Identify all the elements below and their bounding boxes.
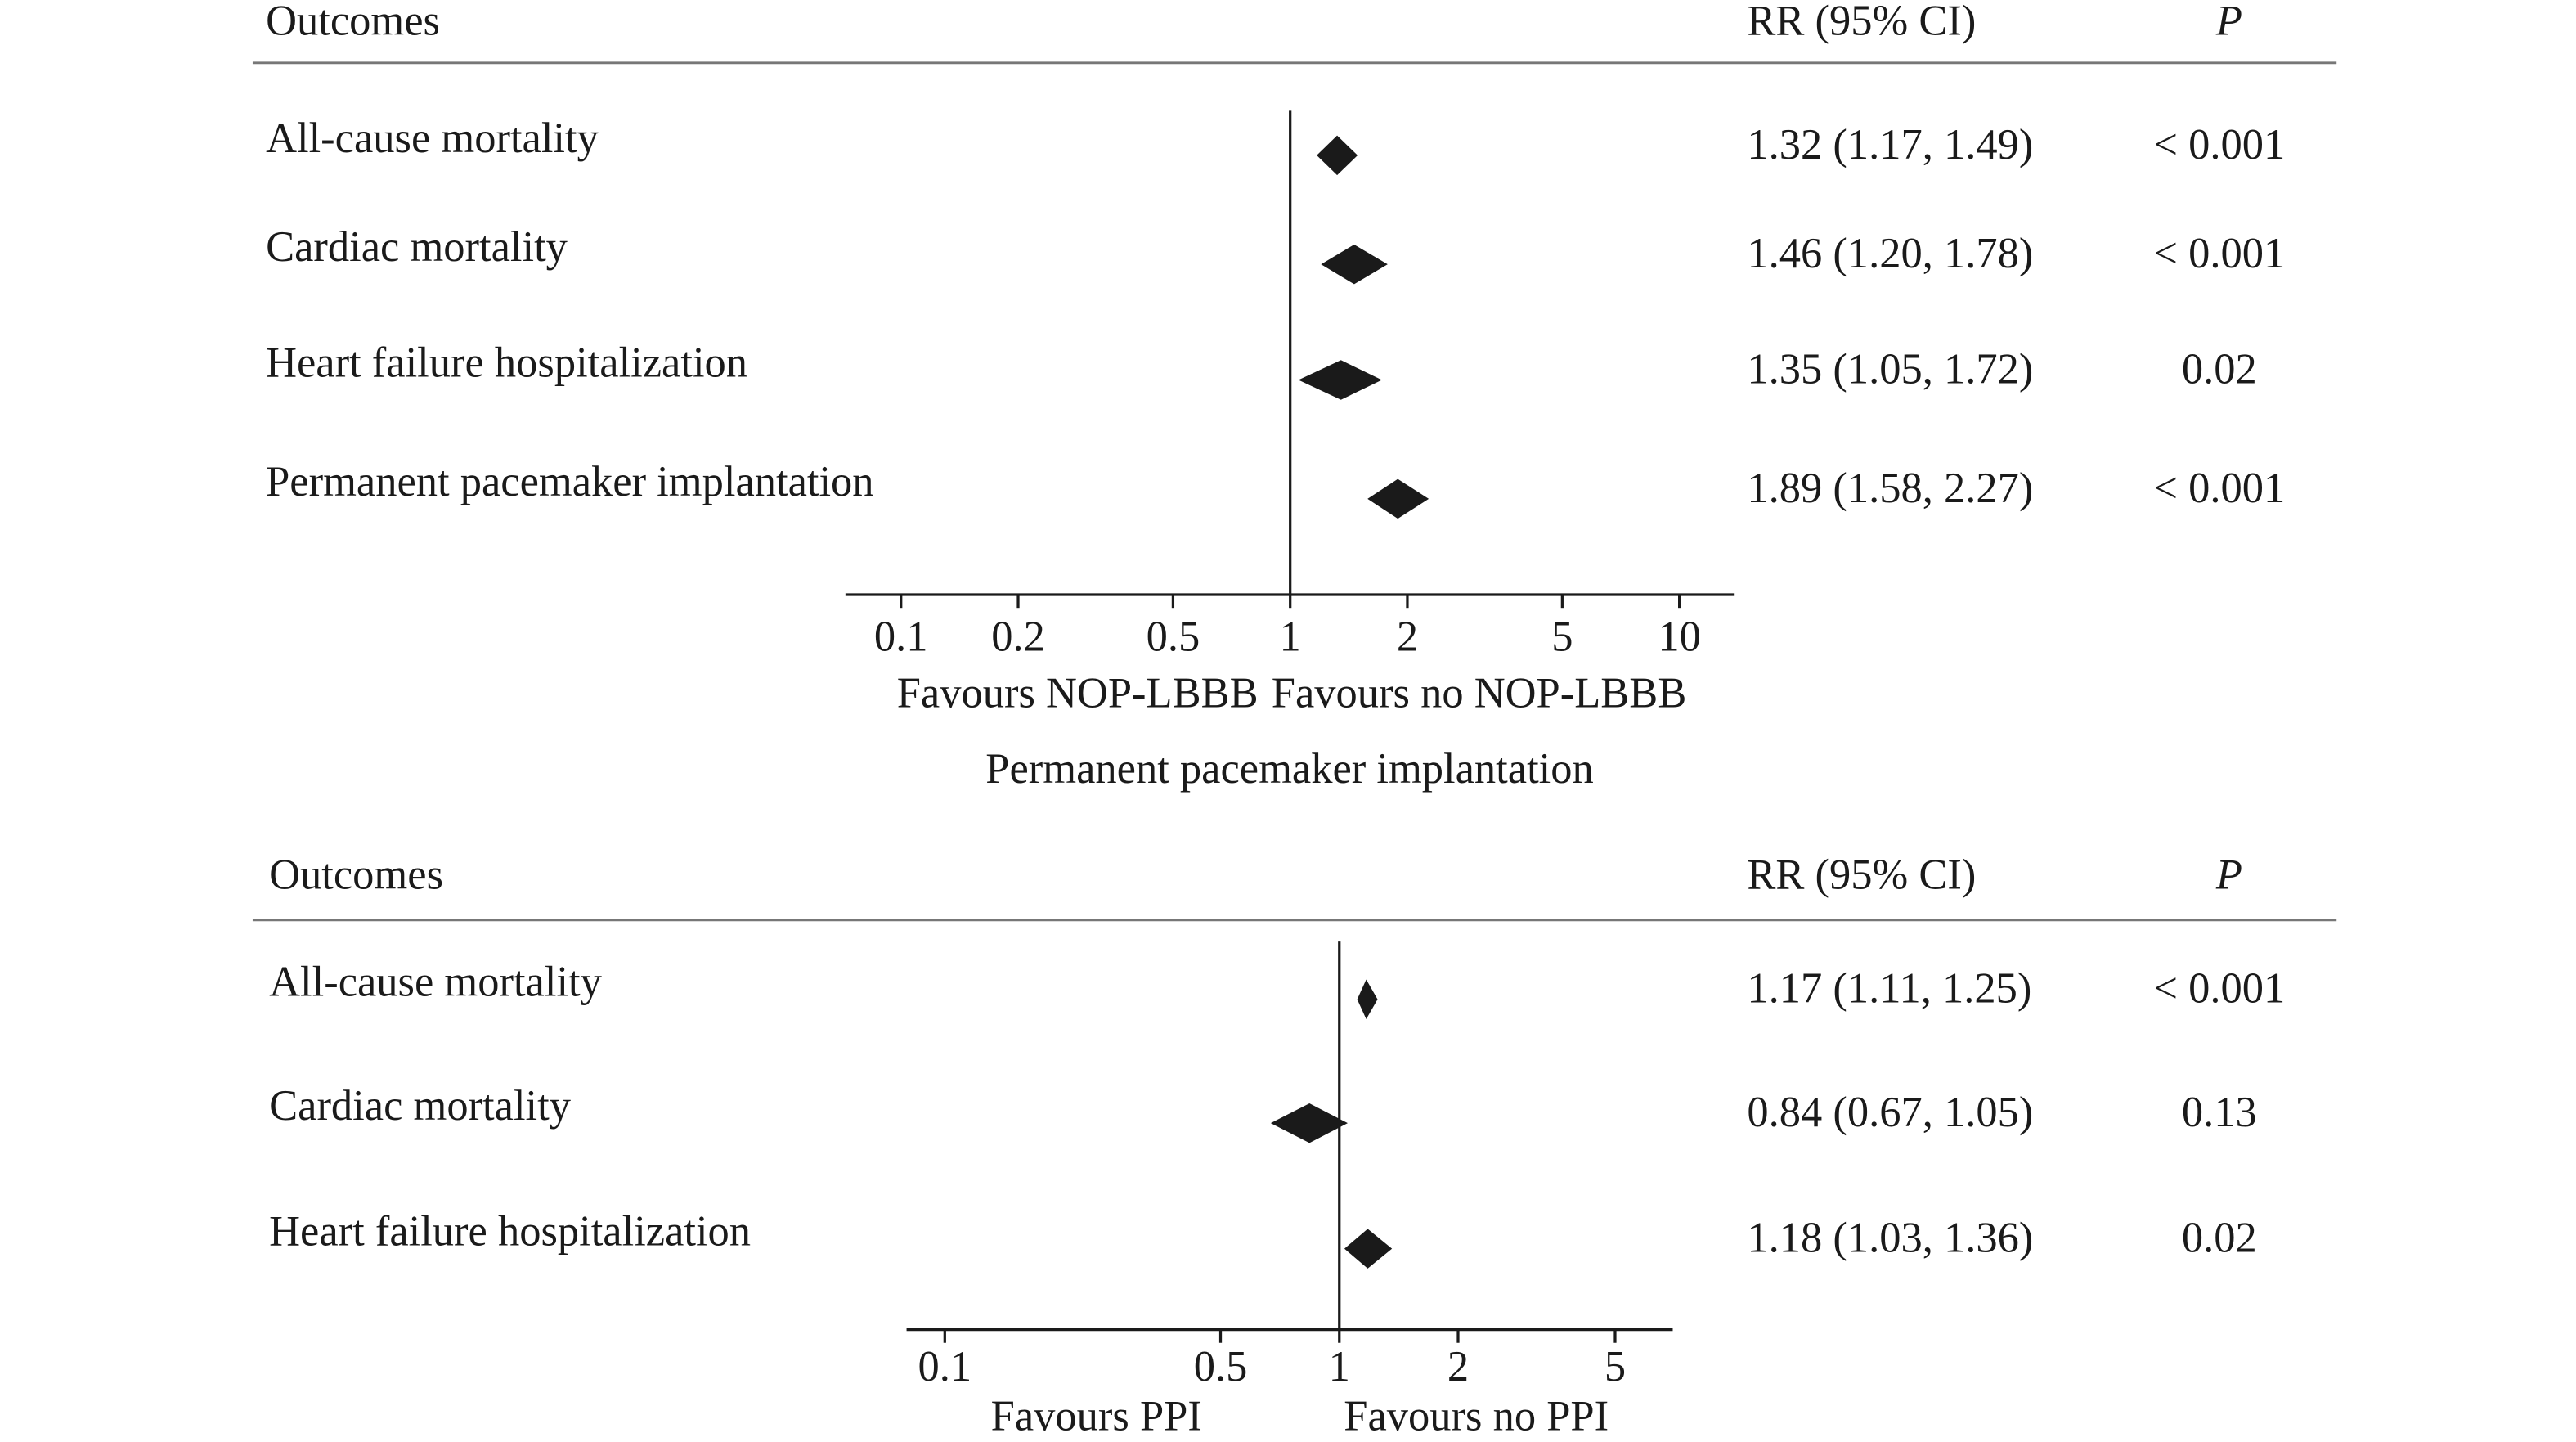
x-tick-label: 0.2	[991, 613, 1045, 661]
estimate-diamond	[1367, 478, 1429, 519]
p-value: < 0.001	[2153, 230, 2285, 277]
rr-ci-label: 0.84 (0.67, 1.05)	[1747, 1089, 2033, 1136]
column-header: Outcomes	[266, 0, 440, 44]
estimate-diamond	[1317, 135, 1358, 176]
column-header: RR (95% CI)	[1747, 851, 1976, 898]
rr-ci-label: 1.32 (1.17, 1.49)	[1747, 121, 2033, 168]
estimate-diamond	[1357, 979, 1378, 1019]
p-value: < 0.001	[2153, 465, 2285, 512]
estimate-diamond	[1270, 1103, 1348, 1143]
rr-ci-label: 1.17 (1.11, 1.25)	[1747, 965, 2031, 1013]
x-tick-label: 5	[1551, 613, 1573, 661]
panel-title: Permanent pacemaker implantation	[985, 745, 1593, 793]
column-header: Outcomes	[269, 851, 443, 898]
p-value: 0.02	[2182, 345, 2257, 393]
x-axis-label: Favours no PPI	[1344, 1393, 1609, 1440]
outcome-label: Heart failure hospitalization	[269, 1208, 751, 1256]
x-axis-label: Favours NOP-LBBB	[897, 669, 1259, 717]
estimate-diamond	[1298, 360, 1382, 400]
x-tick-label: 0.1	[874, 613, 928, 661]
outcome-label: Permanent pacemaker implantation	[266, 458, 873, 505]
x-tick-label: 10	[1658, 613, 1701, 661]
rr-ci-label: 1.18 (1.03, 1.36)	[1747, 1215, 2033, 1262]
p-value: 0.02	[2182, 1215, 2257, 1262]
x-tick-label: 1	[1280, 613, 1301, 661]
estimate-diamond	[1321, 244, 1388, 285]
column-header: RR (95% CI)	[1747, 0, 1976, 44]
p-value: < 0.001	[2153, 121, 2285, 168]
x-tick-label: 0.5	[1147, 613, 1200, 661]
x-tick-label: 1	[1329, 1343, 1350, 1390]
x-axis-label: Favours no NOP-LBBB	[1272, 669, 1687, 717]
p-value: < 0.001	[2153, 965, 2285, 1013]
estimate-diamond	[1344, 1229, 1393, 1269]
rr-ci-label: 1.35 (1.05, 1.72)	[1747, 345, 2033, 393]
x-tick-label: 5	[1604, 1343, 1626, 1390]
x-tick-label: 0.5	[1194, 1343, 1248, 1390]
outcome-label: All-cause mortality	[266, 115, 599, 162]
p-value: 0.13	[2182, 1089, 2257, 1136]
column-header: P	[2215, 0, 2242, 44]
rr-ci-label: 1.89 (1.58, 2.27)	[1747, 465, 2033, 512]
x-tick-label: 0.1	[918, 1343, 972, 1390]
outcome-label: Cardiac mortality	[266, 223, 568, 271]
x-axis-label: Favours PPI	[991, 1393, 1202, 1440]
x-tick-label: 2	[1447, 1343, 1469, 1390]
outcome-label: Cardiac mortality	[269, 1082, 572, 1130]
outcome-label: Heart failure hospitalization	[266, 339, 747, 386]
x-tick-label: 2	[1397, 613, 1418, 661]
outcome-label: All-cause mortality	[269, 959, 602, 1006]
rr-ci-label: 1.46 (1.20, 1.78)	[1747, 230, 2033, 277]
column-header: P	[2215, 851, 2242, 898]
